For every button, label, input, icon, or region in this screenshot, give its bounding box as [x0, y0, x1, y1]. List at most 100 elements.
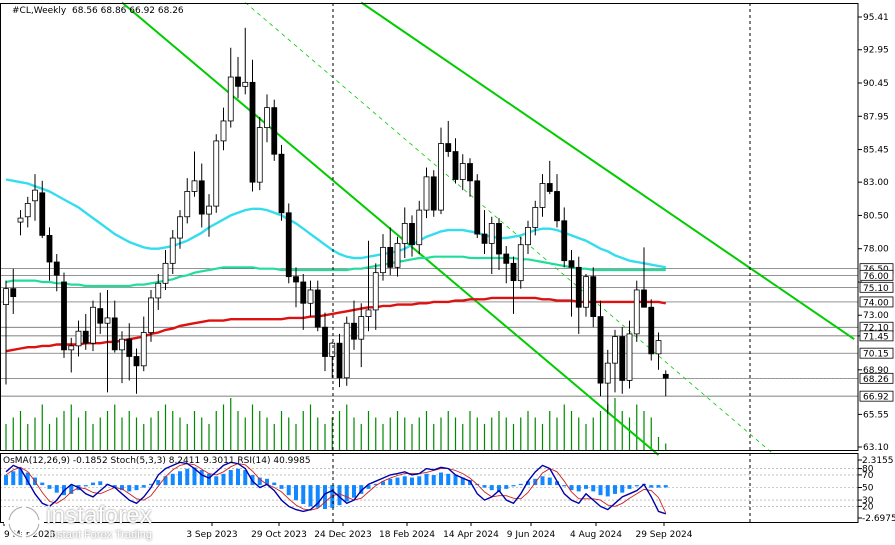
time-axis-tick: 18 Feb 2024: [379, 522, 435, 540]
candle: [300, 273, 307, 330]
osma-bar: [163, 476, 168, 486]
price-tag-label: 66.92: [863, 393, 889, 403]
osma-bar: [54, 485, 59, 493]
osma-bar: [417, 476, 422, 486]
candle: [126, 323, 133, 381]
osma-bar: [540, 476, 545, 486]
osma-bar: [584, 485, 588, 489]
candle: [430, 170, 437, 217]
candle: [271, 99, 278, 161]
price-axis-label: 73.00: [863, 311, 889, 321]
bear-candle-body: [467, 163, 473, 182]
candle: [97, 292, 104, 334]
price-axis-label: 65.55: [863, 410, 889, 420]
osma-bar: [214, 476, 219, 486]
bear-candle-body: [235, 76, 241, 87]
bull-candle-body: [17, 217, 24, 223]
bear-candle-body: [575, 266, 582, 308]
price-tag-label: 68.26: [863, 375, 889, 385]
bear-candle-body: [546, 183, 553, 192]
chart-symbol: #CL,Weekly: [12, 6, 67, 16]
candle: [365, 240, 372, 332]
bull-candle-body: [155, 282, 162, 299]
bull-candle-body: [633, 289, 640, 335]
candle: [380, 234, 386, 281]
candle: [394, 236, 401, 277]
candle: [249, 59, 256, 192]
osma-bar: [337, 485, 342, 506]
chart-ohlc: 68.56 68.86 66.92 68.26: [72, 6, 184, 16]
logo-tagline: Instant Forex Trading: [48, 529, 152, 541]
candle: [372, 263, 379, 330]
osma-bar: [330, 485, 335, 508]
candle: [285, 203, 292, 284]
osma-bar: [598, 485, 603, 496]
bear-candle-body: [409, 223, 415, 246]
price-tag-label: 70.15: [863, 350, 889, 360]
candle: [452, 138, 459, 184]
price-axis-tick: 63.10: [858, 443, 889, 453]
bear-candle-body: [619, 336, 626, 381]
candle: [235, 57, 241, 99]
candle: [90, 300, 96, 352]
indicator-axis-tick: 70: [858, 471, 874, 481]
bull-candle-body: [532, 207, 539, 228]
candle: [496, 218, 502, 270]
price-axis-label: 78.00: [863, 245, 889, 255]
indicator-pane: [0, 461, 858, 515]
candle: [336, 333, 343, 388]
bull-candle-body: [75, 330, 82, 347]
osma-bar: [185, 468, 190, 486]
channel-line: [244, 2, 775, 456]
candle: [227, 47, 234, 128]
candle: [343, 316, 350, 386]
osma-bar: [562, 485, 567, 487]
price-tag: 76.00: [859, 269, 894, 282]
bear-candle-body: [82, 330, 89, 344]
osma-bar: [156, 480, 161, 486]
price-tag: 71.45: [859, 330, 894, 342]
bull-candle-body: [264, 107, 270, 128]
candle: [488, 216, 495, 274]
osma-bar: [25, 472, 30, 486]
time-axis-label: 3 Sep 2023: [186, 530, 237, 540]
indicator-title: OsMA(12,26,9) -0.1852 Stoch(5,3,3) 8.241…: [3, 456, 311, 466]
bear-candle-body: [97, 308, 104, 324]
candle: [307, 280, 314, 317]
osma-bar: [511, 485, 516, 487]
indicator-axis-tick: 30: [858, 496, 874, 506]
time-axis-tick: 14 Apr 2024: [443, 522, 499, 540]
bear-candle-body: [387, 246, 394, 268]
bear-candle-body: [590, 276, 597, 317]
candle: [61, 272, 67, 358]
osma-bar: [482, 485, 487, 488]
osma-bar: [257, 477, 262, 486]
osma-bar: [547, 477, 552, 486]
channel-line: [360, 1, 855, 341]
osma-bar: [149, 483, 153, 486]
osma-bar: [620, 485, 625, 493]
osma-bar: [634, 485, 639, 487]
candle: [198, 163, 205, 228]
candle: [554, 174, 560, 228]
candle: [474, 174, 481, 239]
candle: [104, 289, 111, 393]
bull-candle-body: [32, 189, 38, 202]
bear-candle-body: [61, 281, 67, 351]
bear-candle-body: [662, 373, 669, 379]
bull-candle-body: [604, 362, 611, 384]
osma-bar: [453, 475, 458, 486]
osma-bar: [279, 485, 284, 489]
bull-candle-body: [119, 338, 125, 351]
bull-candle-body: [256, 127, 263, 183]
osma-bar: [605, 485, 610, 497]
osma-bar: [69, 485, 74, 494]
candle: [438, 127, 444, 215]
bull-candle-body: [104, 317, 111, 324]
bull-candle-body: [655, 340, 662, 355]
osma-bar: [627, 485, 632, 489]
osma-bar: [199, 470, 204, 486]
candle: [459, 154, 466, 191]
candle: [481, 210, 488, 255]
osma-bar: [446, 473, 451, 486]
